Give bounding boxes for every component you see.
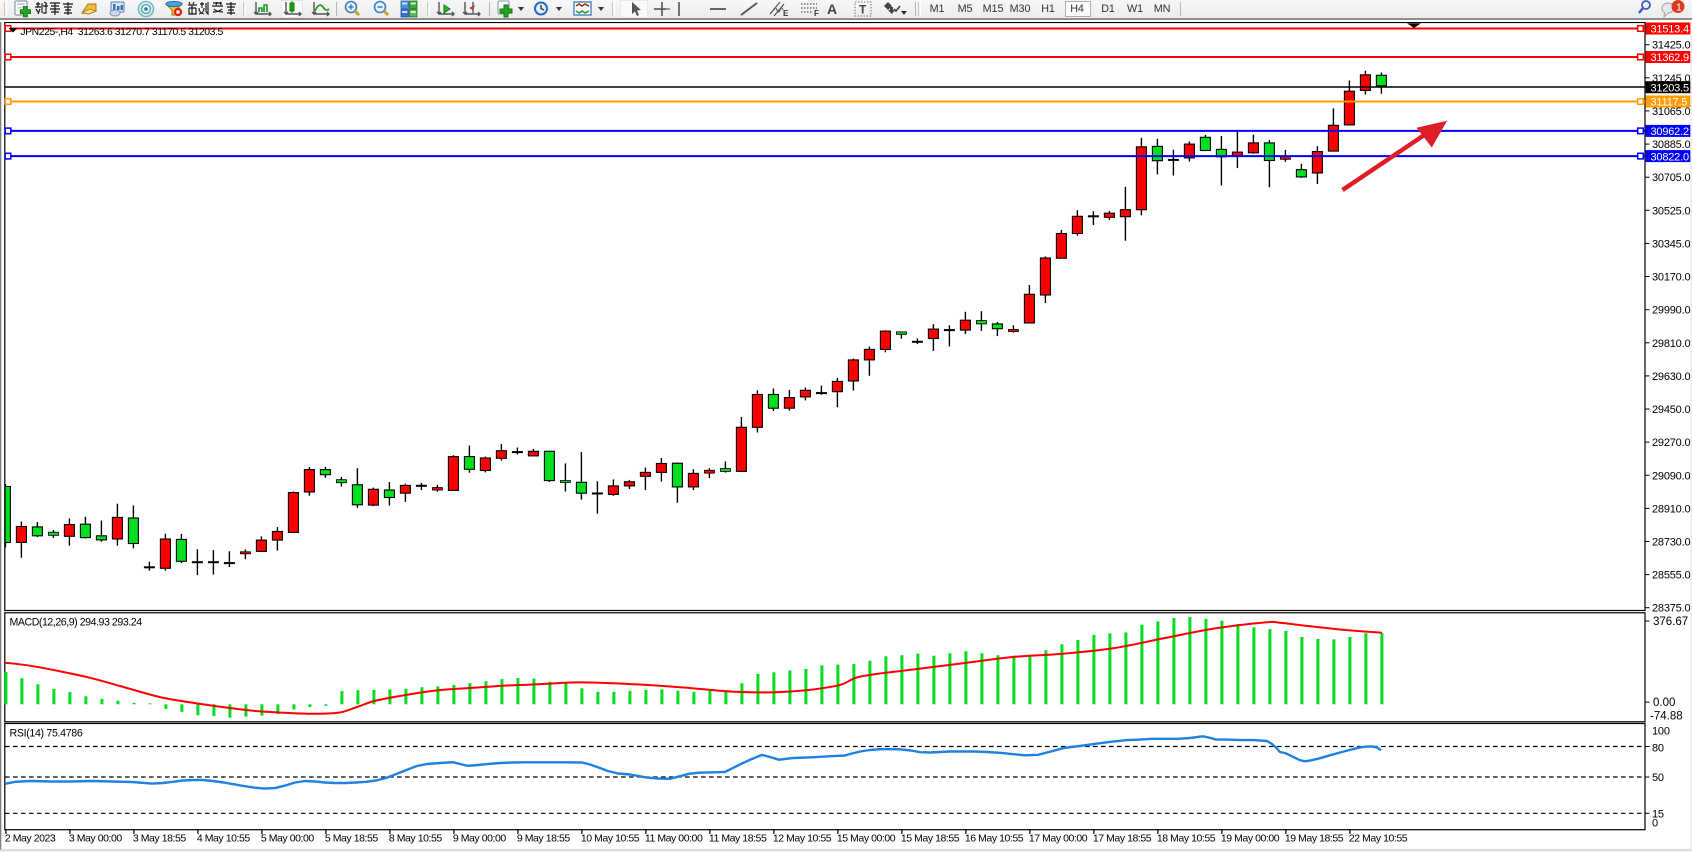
svg-text:22 May 10:55: 22 May 10:55 (1349, 833, 1408, 845)
svg-text:5 May 18:55: 5 May 18:55 (325, 833, 378, 845)
svg-text:15: 15 (1652, 808, 1664, 820)
svg-text:0: 0 (1652, 818, 1658, 830)
svg-text:9 May 18:55: 9 May 18:55 (517, 833, 570, 845)
svg-text:31513.4: 31513.4 (1651, 24, 1689, 36)
svg-text:10 May 10:55: 10 May 10:55 (581, 833, 640, 845)
svg-text:28910.0: 28910.0 (1652, 503, 1690, 515)
svg-text:31065.0: 31065.0 (1652, 106, 1690, 118)
svg-text:E: E (783, 9, 789, 18)
svg-text:29630.0: 29630.0 (1652, 371, 1690, 383)
svg-text:-74.88: -74.88 (1650, 711, 1683, 723)
svg-text:19 May 18:55: 19 May 18:55 (1285, 833, 1344, 845)
svg-text:11 May 18:55: 11 May 18:55 (709, 833, 767, 845)
svg-text:29990.0: 29990.0 (1652, 305, 1690, 317)
svg-text:5 May 00:00: 5 May 00:00 (261, 833, 314, 845)
svg-text:80: 80 (1652, 742, 1664, 754)
svg-text:28375.0: 28375.0 (1652, 603, 1690, 615)
svg-text:17 May 18:55: 17 May 18:55 (1093, 833, 1152, 845)
svg-text:12 May 10:55: 12 May 10:55 (773, 833, 832, 845)
svg-text:3 May 00:00: 3 May 00:00 (69, 833, 122, 845)
svg-text:1: 1 (1676, 2, 1682, 14)
svg-text:30885.0: 30885.0 (1652, 139, 1690, 151)
svg-text:0.00: 0.00 (1653, 697, 1675, 709)
svg-text:31362.9: 31362.9 (1651, 52, 1689, 64)
svg-text:9 May 00:00: 9 May 00:00 (453, 833, 506, 845)
svg-text:30962.2: 30962.2 (1651, 126, 1689, 138)
svg-text:30345.0: 30345.0 (1652, 238, 1690, 250)
svg-text:50: 50 (1652, 772, 1664, 784)
svg-text:15 May 00:00: 15 May 00:00 (837, 833, 896, 845)
svg-text:29450.0: 29450.0 (1652, 404, 1690, 416)
svg-text:RSI(14) 75.4786: RSI(14) 75.4786 (10, 728, 83, 740)
svg-text:3 May 18:55: 3 May 18:55 (133, 833, 186, 845)
svg-text:30822.0: 30822.0 (1651, 151, 1689, 163)
svg-text:376.67: 376.67 (1653, 616, 1688, 628)
svg-text:30705.0: 30705.0 (1652, 172, 1690, 184)
svg-text:15 May 18:55: 15 May 18:55 (901, 833, 960, 845)
svg-text:31117.5: 31117.5 (1651, 97, 1688, 109)
svg-text:31203.5: 31203.5 (1651, 82, 1689, 94)
svg-text:17 May 00:00: 17 May 00:00 (1029, 833, 1088, 845)
svg-text:29090.0: 29090.0 (1652, 470, 1690, 482)
svg-text:16 May 10:55: 16 May 10:55 (965, 833, 1024, 845)
svg-text:T: T (859, 3, 867, 17)
svg-text:29810.0: 29810.0 (1652, 338, 1690, 350)
svg-text:19 May 00:00: 19 May 00:00 (1221, 833, 1280, 845)
svg-text:F: F (814, 9, 819, 18)
svg-text:11 May 00:00: 11 May 00:00 (645, 833, 703, 845)
svg-text:JPN225-,H4 31263.6 31270.7 31: JPN225-,H4 31263.6 31270.7 31170.5 31203… (20, 27, 223, 38)
svg-text:29270.0: 29270.0 (1652, 437, 1690, 449)
svg-text:28555.0: 28555.0 (1652, 570, 1690, 582)
svg-text:100: 100 (1652, 726, 1670, 738)
svg-text:31425.0: 31425.0 (1652, 40, 1690, 52)
svg-text:18 May 10:55: 18 May 10:55 (1157, 833, 1216, 845)
svg-text:30525.0: 30525.0 (1652, 205, 1690, 217)
svg-text:2 May 2023: 2 May 2023 (5, 833, 56, 845)
svg-text:28730.0: 28730.0 (1652, 537, 1690, 549)
svg-text:30170.0: 30170.0 (1652, 272, 1690, 284)
svg-text:4 May 10:55: 4 May 10:55 (197, 833, 250, 845)
svg-text:8 May 10:55: 8 May 10:55 (389, 833, 442, 845)
svg-text:MACD(12,26,9) 294.93 293.24: MACD(12,26,9) 294.93 293.24 (10, 616, 143, 628)
